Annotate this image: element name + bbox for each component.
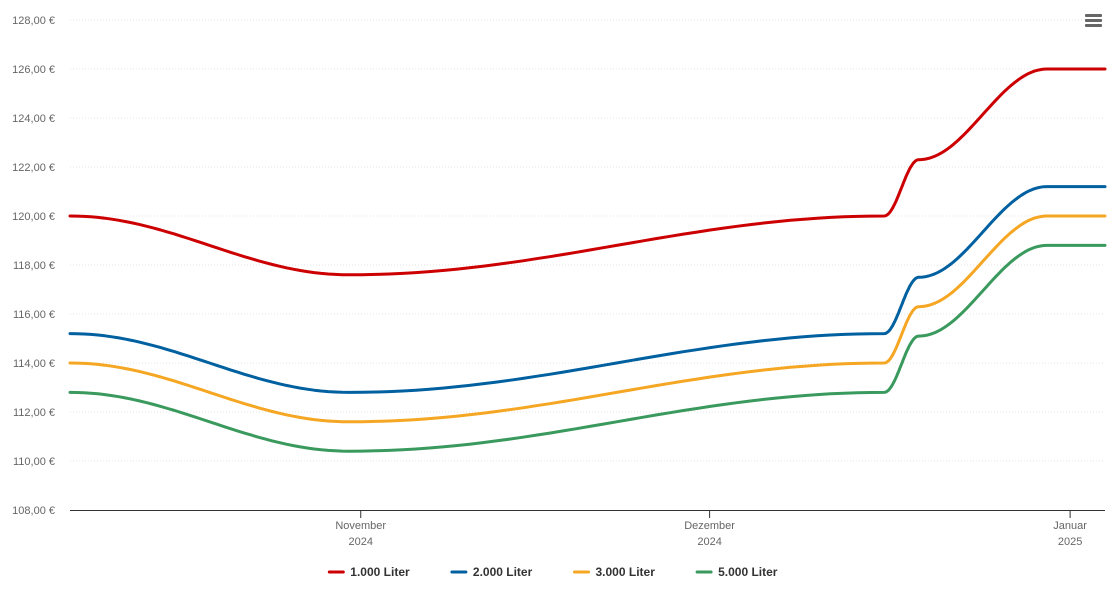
x-tick-label-year: 2024	[348, 536, 372, 548]
series-line[interactable]	[68, 67, 1107, 277]
series-line[interactable]	[68, 243, 1107, 453]
y-tick-label: 122,00 €	[12, 162, 55, 174]
hamburger-menu-icon[interactable]	[1082, 12, 1106, 34]
grid-lines	[70, 19, 1105, 462]
menu-bar	[1085, 24, 1102, 27]
legend-item[interactable]: 5.000 Liter	[695, 565, 778, 579]
y-tick-label: 112,00 €	[13, 407, 55, 419]
y-axis-tick-labels: 108,00 € 110,00 € 112,00 € 114,00 € 116,00 €…	[12, 15, 55, 517]
y-tick-label: 114,00 €	[13, 358, 55, 370]
x-tick-label-month: November	[335, 520, 386, 532]
menu-bar	[1085, 14, 1102, 17]
x-tick-label-month: Januar	[1053, 520, 1087, 532]
y-tick-label: 126,00 €	[12, 64, 55, 76]
series-line[interactable]	[68, 185, 1107, 394]
x-tick-label-month: Dezember	[684, 520, 735, 532]
y-tick-label: 128,00 €	[12, 15, 55, 27]
y-tick-label: 120,00 €	[12, 211, 55, 223]
x-tick-label-year: 2024	[697, 536, 721, 548]
y-tick-label: 118,00 €	[13, 260, 55, 272]
y-tick-label: 124,00 €	[12, 113, 55, 125]
x-axis-ticks: November 2024 Dezember 2024 Januar 2025	[335, 510, 1087, 548]
menu-bar	[1085, 19, 1102, 22]
legend-item[interactable]: 1.000 Liter	[327, 565, 410, 579]
legend: 1.000 Liter 2.000 Liter 3.000 Liter 5.000 L…	[327, 565, 778, 579]
series-lines	[68, 67, 1107, 453]
legend-item[interactable]: 3.000 Liter	[573, 565, 656, 579]
legend-label: 3.000 Liter	[596, 565, 656, 579]
legend-label: 1.000 Liter	[350, 565, 410, 579]
y-tick-label: 110,00 €	[13, 456, 55, 468]
y-tick-label: 116,00 €	[13, 309, 55, 321]
legend-label: 2.000 Liter	[473, 565, 533, 579]
legend-item[interactable]: 2.000 Liter	[450, 565, 533, 579]
legend-label: 5.000 Liter	[718, 565, 778, 579]
x-tick-label-year: 2025	[1058, 536, 1082, 548]
series-line[interactable]	[68, 214, 1107, 424]
y-tick-label: 108,00 €	[12, 505, 55, 517]
